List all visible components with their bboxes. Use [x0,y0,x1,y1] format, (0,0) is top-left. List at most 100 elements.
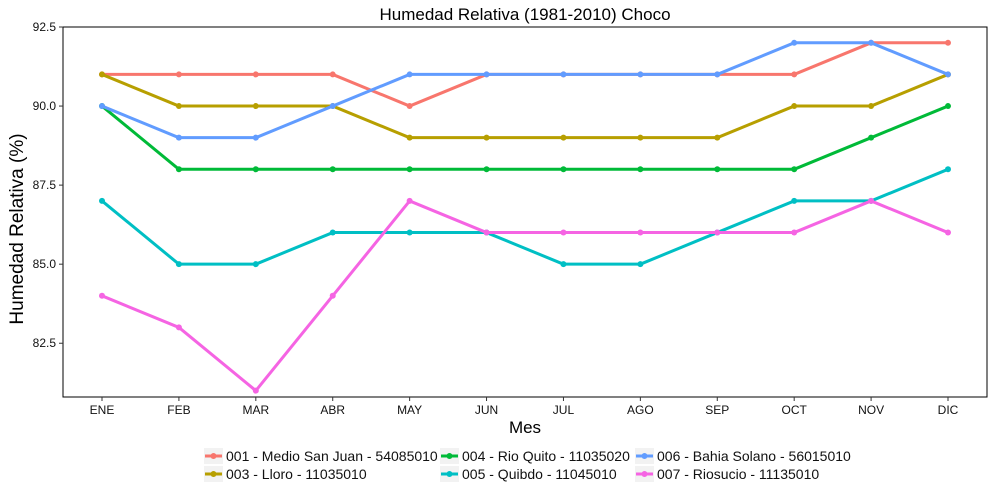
data-point [483,229,490,236]
plot-area [62,26,988,398]
data-point [637,71,644,78]
data-point [175,261,182,268]
data-point [637,166,644,173]
data-point [560,261,567,268]
x-tick-label: ENE [90,403,115,417]
data-point [714,134,721,141]
data-point [945,71,951,78]
x-tick-label: MAY [397,403,422,417]
x-tick-label: DIC [938,403,959,417]
data-point [483,166,490,173]
data-point [329,71,336,78]
series-line [100,199,950,393]
data-point [252,387,259,394]
data-point [329,166,336,173]
legend-label: 005 - Quibdo - 11045010 [462,466,617,482]
legend-item: 001 - Medio San Juan - 54085010 [204,448,438,464]
chart-title: Humedad Relativa (1981-2010) Choco [379,5,670,24]
series-line [100,104,950,171]
y-tick-label: 90.0 [33,99,57,113]
legend-label: 004 - Rio Quito - 11035020 [462,448,630,464]
legend-item: 006 - Bahia Solano - 56015010 [635,448,851,464]
data-point [99,292,105,299]
x-tick-label: JUL [553,403,575,417]
data-point [868,103,875,110]
data-point [791,71,798,78]
series-group [99,39,951,141]
data-point [252,166,259,173]
data-point [406,71,413,78]
legend-label: 001 - Medio San Juan - 54085010 [226,448,438,464]
data-point [99,197,105,204]
data-point [560,229,567,236]
data-point [714,229,721,236]
data-point [406,229,413,236]
y-tick-label: 82.5 [33,336,57,350]
data-point [329,292,336,299]
x-tick-label: ABR [320,403,345,417]
y-tick-label: 92.5 [33,20,57,34]
data-point [868,39,875,46]
data-point [791,103,798,110]
legend-key-point [446,453,453,459]
data-point [406,166,413,173]
series-lines [99,39,951,394]
y-tick-label: 87.5 [33,178,57,192]
data-point [99,71,105,78]
x-tick-label: AGO [627,403,654,417]
data-point [791,39,798,46]
data-point [945,39,951,46]
legend-key-point [210,471,217,477]
data-point [252,134,259,141]
legend-label: 007 - Riosucio - 11135010 [657,466,819,482]
legend-item: 004 - Rio Quito - 11035020 [440,448,630,464]
data-point [945,229,951,236]
data-point [714,166,721,173]
legend-key-point [641,471,648,477]
x-tick-label: MAR [242,403,269,417]
data-point [252,71,259,78]
data-point [791,166,798,173]
legend-item: 003 - Lloro - 11035010 [204,466,367,482]
data-point [175,103,182,110]
data-point [637,261,644,268]
legend-label: 003 - Lloro - 11035010 [226,466,367,482]
data-point [637,229,644,236]
data-point [329,103,336,110]
x-axis: ENE FEB MAR ABR MAY JUN JUL AGO SEP OCT NOV DIC [90,397,959,417]
data-point [406,103,413,110]
data-point [560,134,567,141]
data-point [252,261,259,268]
data-point [791,197,798,204]
y-tick-label: 85.0 [33,257,57,271]
data-point [483,134,490,141]
legend: 001 - Medio San Juan - 54085010 003 - Llo… [204,448,851,482]
data-point [406,197,413,204]
x-tick-label: JUN [475,403,498,417]
data-point [791,229,798,236]
series-line [100,167,950,266]
legend-key-point [446,471,453,477]
series-line [100,72,950,140]
data-point [175,324,182,331]
x-tick-label: SEP [705,403,729,417]
series-line [100,41,950,140]
data-point [329,229,336,236]
x-tick-label: NOV [858,403,884,417]
data-point [175,71,182,78]
series-group [99,197,951,394]
legend-label: 006 - Bahia Solano - 56015010 [657,448,851,464]
data-point [945,166,951,173]
data-point [175,166,182,173]
legend-item: 007 - Riosucio - 11135010 [635,466,819,482]
data-point [560,166,567,173]
data-point [175,134,182,141]
data-point [406,134,413,141]
x-tick-label: OCT [782,403,808,417]
y-axis: 82.5 85.0 87.5 90.0 92.5 [33,20,63,350]
x-axis-title: Mes [509,418,541,437]
data-point [714,71,721,78]
y-axis-title: Humedad Relativa (%) [7,133,28,324]
legend-item: 005 - Quibdo - 11045010 [440,466,617,482]
